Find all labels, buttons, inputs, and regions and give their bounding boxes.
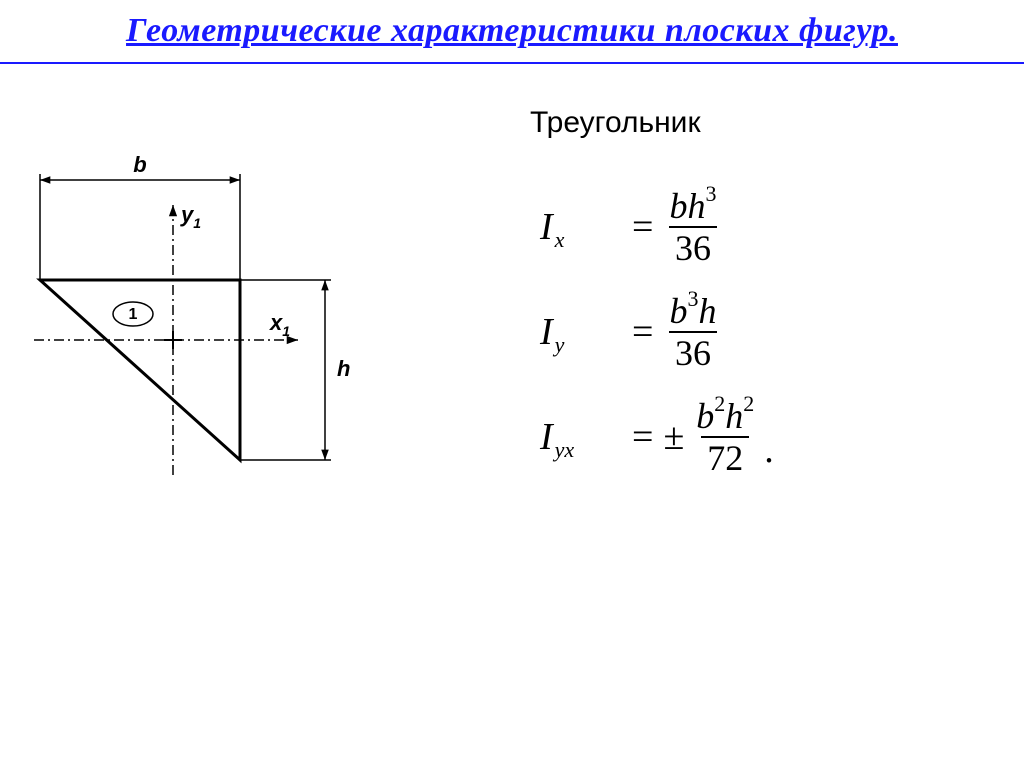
lhs-sub: y (555, 332, 565, 358)
figure-subtitle: Треугольник (530, 106, 701, 140)
numerator: b3h (663, 290, 722, 331)
numerator: bh3 (663, 185, 722, 226)
denominator: 36 (669, 226, 717, 268)
triangle-diagram: y1 x1 1 b h (30, 150, 370, 510)
denominator: 36 (669, 331, 717, 373)
equals-sign: = (632, 415, 653, 459)
equals-sign: = (632, 205, 653, 249)
numerator: b2h2 (690, 395, 760, 436)
fraction: b3h 36 (663, 290, 722, 373)
page-title: Геометрические характеристики плоских фи… (0, 12, 1024, 50)
svg-text:b: b (133, 152, 146, 177)
formula-Iy: I y = b3h 36 (540, 290, 774, 373)
lhs-var: I (540, 415, 553, 459)
lhs-sub: yx (555, 437, 575, 463)
trailing-period: . (764, 428, 774, 472)
title-divider (0, 62, 1024, 64)
fraction: bh3 36 (663, 185, 722, 268)
denominator: 72 (701, 436, 749, 478)
fraction: b2h2 72 (690, 395, 760, 478)
lhs-var: I (540, 310, 553, 354)
formula-Ix: I x = bh3 36 (540, 185, 774, 268)
svg-text:y1: y1 (180, 202, 201, 231)
plus-minus: ± (663, 415, 684, 459)
lhs-sub: x (555, 227, 565, 253)
lhs-var: I (540, 205, 553, 249)
svg-text:h: h (337, 356, 350, 381)
svg-text:1: 1 (129, 306, 138, 323)
svg-text:x1: x1 (269, 310, 290, 339)
formula-Iyx: I yx = ± b2h2 72 . (540, 395, 774, 478)
equals-sign: = (632, 310, 653, 354)
formula-block: I x = bh3 36 I y = b3h 36 I yx = ± b2h2 … (540, 185, 774, 500)
